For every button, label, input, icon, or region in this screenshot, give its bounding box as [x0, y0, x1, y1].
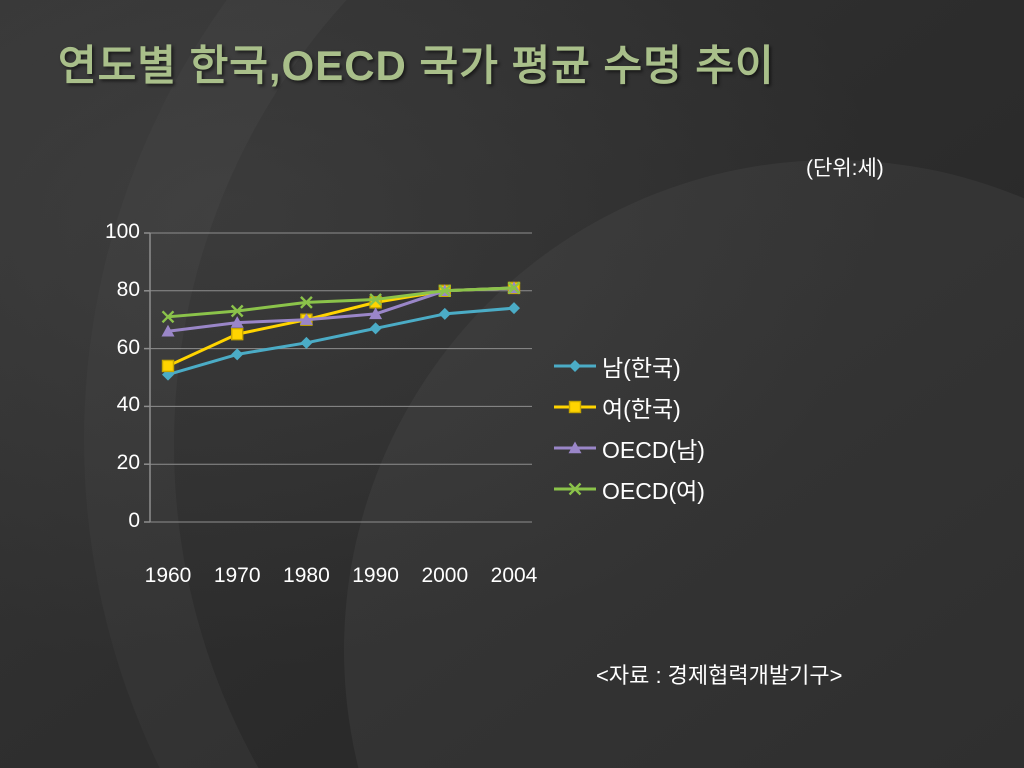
line-chart: 0 20 40 60 80 100 1960 1970 1980 1990 2000 2004	[80, 215, 550, 635]
legend-item: 여(한국)	[552, 386, 782, 427]
data-point-marker	[438, 307, 451, 320]
x-tick-label: 1990	[352, 564, 399, 587]
data-point-marker	[161, 310, 175, 324]
x-tick-label: 1980	[283, 564, 330, 587]
data-point-marker	[568, 400, 582, 413]
data-point-marker	[161, 324, 175, 337]
x-tick-label: 2000	[421, 564, 469, 587]
source-note: <자료 : 경제협력개발기구>	[596, 663, 843, 688]
series-line	[166, 286, 516, 319]
data-point-marker	[231, 348, 244, 361]
x-tick-label: 2004	[490, 564, 538, 587]
legend-item: OECD(남)	[552, 427, 782, 468]
data-point-marker	[230, 316, 244, 328]
page-title: 연도별 한국,OECD 국가 평균 수명 추이	[58, 42, 775, 89]
chart-legend: 남(한국) 여(한국) OECD(남) OECD(여)	[552, 345, 782, 509]
legend-marker-icon	[552, 355, 598, 377]
unit-note: (단위:세)	[806, 157, 884, 180]
legend-label: OECD(남)	[602, 436, 705, 463]
data-point-marker	[300, 336, 313, 349]
chart-plot-area	[144, 232, 532, 523]
data-point-marker	[300, 296, 313, 309]
data-point-marker	[369, 293, 382, 306]
data-point-marker	[161, 359, 175, 373]
data-point-marker	[569, 359, 581, 372]
data-point-marker	[230, 304, 244, 318]
legend-marker-icon	[552, 437, 598, 459]
y-tick-label: 20	[116, 451, 140, 475]
data-point-marker	[438, 284, 452, 298]
data-point-marker	[369, 322, 382, 335]
data-point-marker	[369, 307, 383, 320]
legend-label: 여(한국)	[602, 395, 681, 422]
data-point-marker	[162, 368, 174, 381]
x-tick-label: 1960	[144, 564, 192, 587]
legend-marker-icon	[552, 396, 598, 418]
legend-item: 남(한국)	[552, 345, 782, 386]
data-point-marker	[508, 302, 520, 315]
legend-label: OECD(여)	[602, 477, 705, 504]
x-tick-label: 1970	[213, 564, 261, 587]
data-point-marker	[568, 441, 582, 453]
data-point-marker	[299, 313, 313, 325]
data-point-marker	[507, 281, 521, 295]
y-tick-label: 80	[116, 277, 140, 301]
legend-item: OECD(여)	[552, 468, 782, 509]
data-point-marker	[568, 482, 582, 495]
series-line	[166, 306, 516, 377]
legend-label: 남(한국)	[602, 354, 681, 381]
y-tick-label: 100	[104, 220, 140, 243]
legend-marker-icon	[552, 478, 598, 500]
y-tick-label: 40	[116, 393, 140, 417]
y-tick-label: 0	[128, 509, 140, 532]
y-tick-label: 60	[116, 335, 140, 359]
data-point-marker	[230, 327, 244, 341]
